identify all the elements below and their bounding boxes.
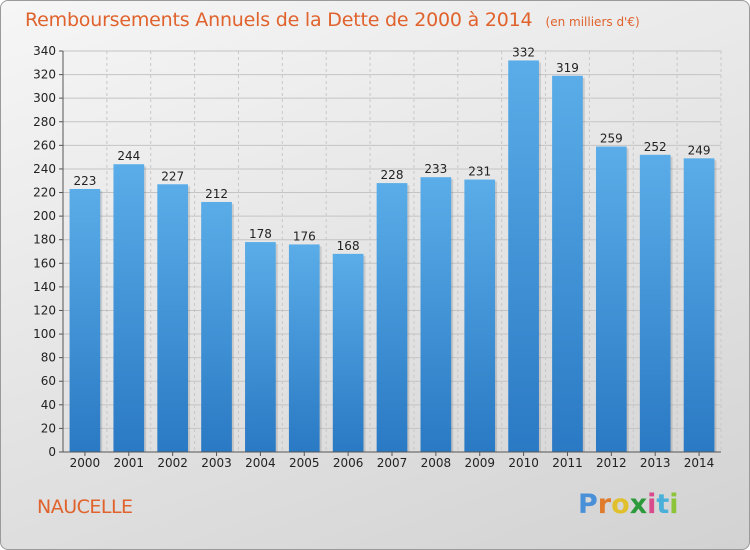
value-label: 212 <box>205 187 228 201</box>
x-tick-label: 2005 <box>289 456 320 470</box>
value-label: 244 <box>117 149 140 163</box>
x-tick-label: 2012 <box>596 456 627 470</box>
value-label: 223 <box>73 174 96 188</box>
logo-letter: i <box>647 489 657 520</box>
commune-name: NAUCELLE <box>37 496 133 518</box>
x-tick-label: 2010 <box>508 456 539 470</box>
axes: 0 20 40 60 80 100 120 140 160 180 200 220 240 260 280 3… <box>33 44 721 470</box>
x-tick-label: 2007 <box>377 456 408 470</box>
logo-letter: P <box>578 489 598 520</box>
value-label: 231 <box>468 165 491 179</box>
x-tick-label: 2000 <box>70 456 101 470</box>
title-block: Remboursements Annuels de la Dette de 20… <box>25 9 640 31</box>
y-tick-label: 220 <box>33 186 56 200</box>
x-tick-label: 2004 <box>245 456 276 470</box>
bar-2007[interactable] <box>376 183 408 452</box>
x-tick-label: 2014 <box>684 456 715 470</box>
bar-2006[interactable] <box>332 253 364 452</box>
x-tick-label: 2013 <box>640 456 671 470</box>
x-tick-label: 2008 <box>421 456 452 470</box>
y-tick-label: 120 <box>33 303 56 317</box>
x-tick-label: 2006 <box>333 456 364 470</box>
y-tick-label: 60 <box>41 374 56 388</box>
y-tick-label: 40 <box>41 398 56 412</box>
x-tick-label: 2003 <box>201 456 232 470</box>
y-tick-label: 300 <box>33 91 56 105</box>
y-tick-label: 240 <box>33 162 56 176</box>
x-tick-label: 2009 <box>464 456 495 470</box>
value-label: 319 <box>556 61 579 75</box>
logo-letter: o <box>611 489 630 520</box>
value-label: 176 <box>293 229 316 243</box>
value-label: 332 <box>512 45 535 59</box>
proxiti-logo[interactable]: Proxiti <box>578 489 679 520</box>
x-tick-label: 2001 <box>114 456 145 470</box>
value-label: 228 <box>381 168 404 182</box>
y-tick-label: 180 <box>33 233 56 247</box>
bar-2001[interactable] <box>113 164 145 453</box>
value-label: 249 <box>688 143 711 157</box>
y-tick-label: 140 <box>33 280 56 294</box>
bars: 223 244 227 212 178 176 168 228 233 231 332 319 259 2… <box>69 45 717 453</box>
chart-subtitle: (en milliers d'€) <box>545 15 640 29</box>
bar-2002[interactable] <box>157 184 189 452</box>
bar-2011[interactable] <box>552 75 583 453</box>
x-tick-label: 2011 <box>552 456 583 470</box>
x-tick-label: 2002 <box>157 456 188 470</box>
chart-title: Remboursements Annuels de la Dette de 20… <box>25 9 533 31</box>
y-tick-label: 20 <box>41 421 56 435</box>
value-label: 233 <box>424 162 447 176</box>
bar-2003[interactable] <box>201 201 232 452</box>
bar-2014[interactable] <box>683 158 715 452</box>
y-tick-label: 160 <box>33 256 56 270</box>
logo-letter: t <box>656 489 670 520</box>
bar-2005[interactable] <box>288 244 320 452</box>
y-tick-label: 320 <box>33 68 56 82</box>
bar-2010[interactable] <box>508 60 539 452</box>
logo-letter: x <box>629 489 648 520</box>
value-label: 178 <box>249 227 272 241</box>
y-tick-label: 280 <box>33 115 56 129</box>
y-tick-label: 80 <box>41 351 56 365</box>
value-label: 252 <box>644 140 667 154</box>
logo-letter: i <box>669 489 679 520</box>
bar-2008[interactable] <box>420 177 452 452</box>
y-tick-label: 0 <box>48 445 56 459</box>
bar-2004[interactable] <box>245 242 276 452</box>
bar-2009[interactable] <box>464 179 496 452</box>
bar-2013[interactable] <box>639 154 671 452</box>
y-tick-label: 100 <box>33 327 56 341</box>
y-tick-label: 260 <box>33 138 56 152</box>
bar-2000[interactable] <box>69 188 101 452</box>
value-label: 227 <box>161 169 184 183</box>
value-label: 259 <box>600 132 623 146</box>
y-tick-label: 200 <box>33 209 56 223</box>
logo-letter: r <box>597 489 612 520</box>
value-label: 168 <box>337 239 360 253</box>
y-tick-label: 340 <box>33 44 56 58</box>
bar-2012[interactable] <box>595 146 627 452</box>
